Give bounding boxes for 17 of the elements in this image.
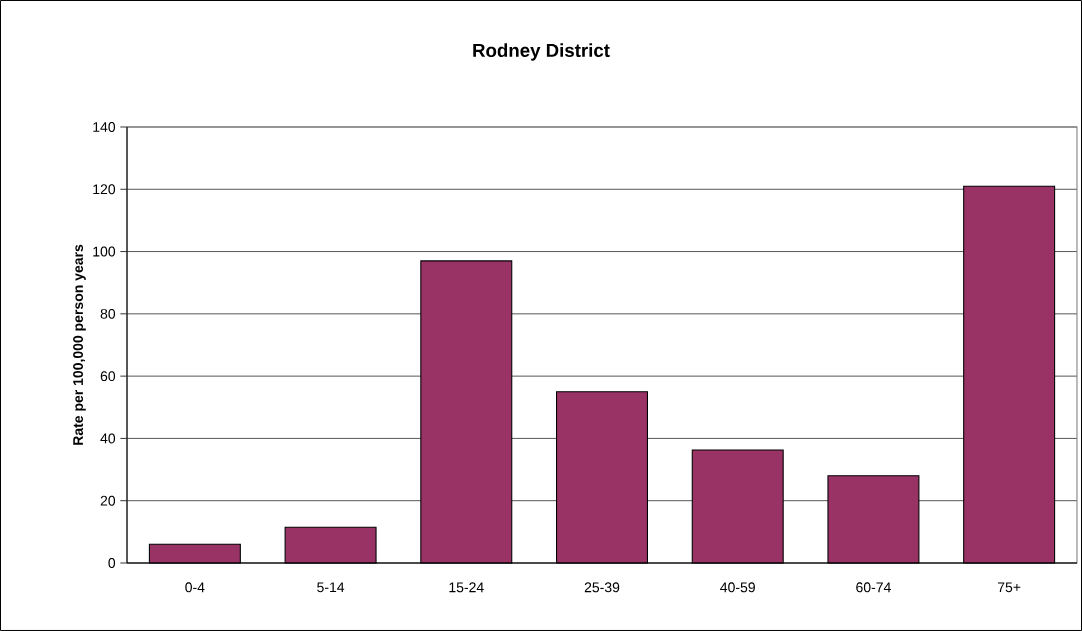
- y-tick-label: 100: [93, 246, 116, 257]
- y-tick-label: 0: [108, 558, 116, 568]
- x-tick-label: 75+: [997, 582, 1021, 593]
- chart-title: Rodney District: [473, 43, 610, 61]
- x-tick-label: 0-4: [185, 582, 205, 593]
- x-tick-label: 5-14: [317, 582, 345, 593]
- x-tick-label: 60-74: [856, 582, 891, 593]
- y-tick-label: 80: [100, 308, 116, 319]
- x-tick-label: 15-24: [449, 582, 484, 593]
- y-tick-label: 40: [100, 433, 116, 444]
- y-tick-label: 120: [93, 184, 116, 195]
- x-tick-label: 40-59: [720, 582, 755, 593]
- y-tick-label: 20: [100, 495, 116, 506]
- y-axis-title: Rate per 100,000 person years: [73, 244, 86, 445]
- y-tick-label: 140: [93, 122, 116, 132]
- y-tick-label: 60: [100, 371, 116, 382]
- x-tick-label: 25-39: [584, 582, 620, 593]
